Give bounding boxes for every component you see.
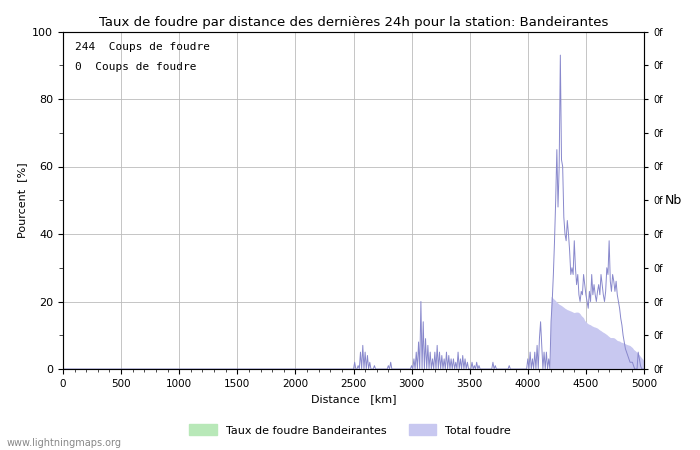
Y-axis label: Pourcent  [%]: Pourcent [%] bbox=[17, 162, 27, 238]
X-axis label: Distance   [km]: Distance [km] bbox=[311, 394, 396, 404]
Text: www.lightningmaps.org: www.lightningmaps.org bbox=[7, 438, 122, 448]
Text: 0  Coups de foudre: 0 Coups de foudre bbox=[75, 62, 196, 72]
Legend: Taux de foudre Bandeirantes, Total foudre: Taux de foudre Bandeirantes, Total foudr… bbox=[185, 419, 515, 440]
Title: Taux de foudre par distance des dernières 24h pour la station: Bandeirantes: Taux de foudre par distance des dernière… bbox=[99, 16, 608, 29]
Y-axis label: Nb: Nb bbox=[665, 194, 682, 207]
Text: 244  Coups de foudre: 244 Coups de foudre bbox=[75, 42, 209, 52]
